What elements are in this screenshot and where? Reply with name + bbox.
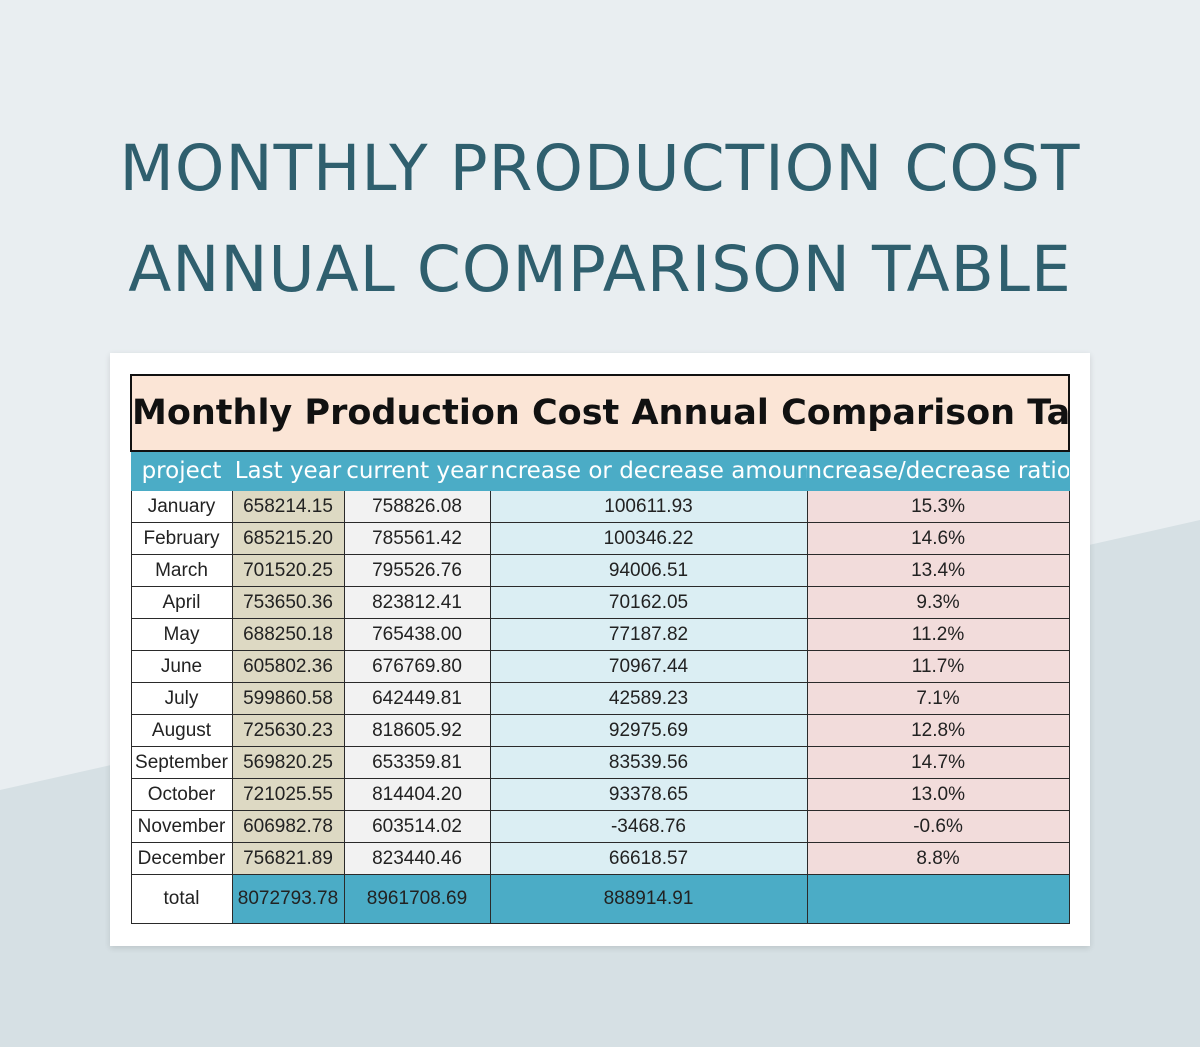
month-cell: May <box>130 618 233 651</box>
header-current-year: current year <box>343 450 491 491</box>
month-cell: December <box>130 842 233 875</box>
month-cell: March <box>130 554 233 587</box>
month-cell: January <box>130 490 233 523</box>
change-ratio-cell: -0.6% <box>806 810 1070 843</box>
total-last-year: 8072793.78 <box>231 874 345 924</box>
last-year-cell: 756821.89 <box>231 842 345 875</box>
table-row: September 569820.25 653359.81 83539.56 14.7% <box>130 746 1070 779</box>
change-ratio-cell: 14.6% <box>806 522 1070 555</box>
poster-title: MONTHLY PRODUCTION COST ANNUAL COMPARISO… <box>0 118 1200 320</box>
last-year-cell: 606982.78 <box>231 810 345 843</box>
month-cell: February <box>130 522 233 555</box>
current-year-cell: 642449.81 <box>343 682 491 715</box>
change-amount-cell: 77187.82 <box>489 618 808 651</box>
change-amount-cell: 83539.56 <box>489 746 808 779</box>
current-year-cell: 818605.92 <box>343 714 491 747</box>
change-amount-cell: 94006.51 <box>489 554 808 587</box>
change-ratio-cell: 14.7% <box>806 746 1070 779</box>
last-year-cell: 688250.18 <box>231 618 345 651</box>
change-amount-cell: 42589.23 <box>489 682 808 715</box>
current-year-cell: 814404.20 <box>343 778 491 811</box>
change-ratio-cell: 11.7% <box>806 650 1070 683</box>
total-row: total 8072793.78 8961708.69 888914.91 <box>130 874 1070 924</box>
change-ratio-cell: 11.2% <box>806 618 1070 651</box>
total-change-amount: 888914.91 <box>489 874 808 924</box>
current-year-cell: 785561.42 <box>343 522 491 555</box>
header-project: project <box>130 450 233 491</box>
current-year-cell: 823812.41 <box>343 586 491 619</box>
poster-title-line-1: MONTHLY PRODUCTION COST <box>119 132 1081 205</box>
last-year-cell: 701520.25 <box>231 554 345 587</box>
change-ratio-cell: 15.3% <box>806 490 1070 523</box>
change-amount-cell: 100611.93 <box>489 490 808 523</box>
table-row: January 658214.15 758826.08 100611.93 15.3% <box>130 490 1070 523</box>
header-last-year: Last year <box>231 450 345 491</box>
change-amount-cell: 66618.57 <box>489 842 808 875</box>
change-amount-cell: 100346.22 <box>489 522 808 555</box>
comparison-table: Monthly Production Cost Annual Compariso… <box>129 374 1071 924</box>
month-cell: September <box>130 746 233 779</box>
spreadsheet-card: Monthly Production Cost Annual Compariso… <box>110 353 1090 946</box>
last-year-cell: 605802.36 <box>231 650 345 683</box>
current-year-cell: 758826.08 <box>343 490 491 523</box>
change-amount-cell: 93378.65 <box>489 778 808 811</box>
month-cell: November <box>130 810 233 843</box>
total-current-year: 8961708.69 <box>343 874 491 924</box>
month-cell: July <box>130 682 233 715</box>
current-year-cell: 765438.00 <box>343 618 491 651</box>
last-year-cell: 753650.36 <box>231 586 345 619</box>
change-amount-cell: 70162.05 <box>489 586 808 619</box>
month-cell: April <box>130 586 233 619</box>
month-cell: June <box>130 650 233 683</box>
current-year-cell: 603514.02 <box>343 810 491 843</box>
table-row: October 721025.55 814404.20 93378.65 13.0% <box>130 778 1070 811</box>
table-row: February 685215.20 785561.42 100346.22 14.6% <box>130 522 1070 555</box>
table-row: August 725630.23 818605.92 92975.69 12.8% <box>130 714 1070 747</box>
sheet-title: Monthly Production Cost Annual Compariso… <box>129 374 1071 452</box>
last-year-cell: 685215.20 <box>231 522 345 555</box>
change-ratio-cell: 12.8% <box>806 714 1070 747</box>
current-year-cell: 823440.46 <box>343 842 491 875</box>
table-row: November 606982.78 603514.02 -3468.76 -0.6% <box>130 810 1070 843</box>
header-change-ratio: ncrease/decrease ratio <box>806 450 1070 491</box>
table-row: May 688250.18 765438.00 77187.82 11.2% <box>130 618 1070 651</box>
last-year-cell: 721025.55 <box>231 778 345 811</box>
table-row: July 599860.58 642449.81 42589.23 7.1% <box>130 682 1070 715</box>
month-cell: August <box>130 714 233 747</box>
change-amount-cell: 70967.44 <box>489 650 808 683</box>
table-row: April 753650.36 823812.41 70162.05 9.3% <box>130 586 1070 619</box>
total-change-ratio <box>806 874 1070 924</box>
change-ratio-cell: 9.3% <box>806 586 1070 619</box>
header-change-amount: ncrease or decrease amoun <box>489 450 808 491</box>
header-row: project Last year current year ncrease o… <box>130 450 1070 491</box>
change-ratio-cell: 8.8% <box>806 842 1070 875</box>
current-year-cell: 653359.81 <box>343 746 491 779</box>
table-row: December 756821.89 823440.46 66618.57 8.8% <box>130 842 1070 875</box>
last-year-cell: 599860.58 <box>231 682 345 715</box>
change-amount-cell: -3468.76 <box>489 810 808 843</box>
poster-title-line-2: ANNUAL COMPARISON TABLE <box>128 233 1072 306</box>
change-ratio-cell: 13.0% <box>806 778 1070 811</box>
total-label: total <box>130 874 233 924</box>
month-cell: October <box>130 778 233 811</box>
change-amount-cell: 92975.69 <box>489 714 808 747</box>
current-year-cell: 795526.76 <box>343 554 491 587</box>
current-year-cell: 676769.80 <box>343 650 491 683</box>
change-ratio-cell: 7.1% <box>806 682 1070 715</box>
last-year-cell: 569820.25 <box>231 746 345 779</box>
last-year-cell: 725630.23 <box>231 714 345 747</box>
table-row: June 605802.36 676769.80 70967.44 11.7% <box>130 650 1070 683</box>
change-ratio-cell: 13.4% <box>806 554 1070 587</box>
table-row: March 701520.25 795526.76 94006.51 13.4% <box>130 554 1070 587</box>
last-year-cell: 658214.15 <box>231 490 345 523</box>
